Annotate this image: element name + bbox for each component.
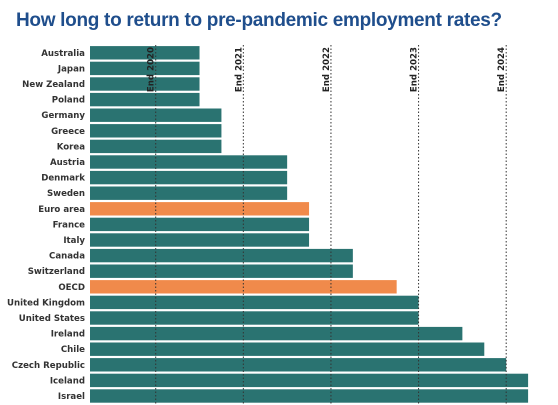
category-label-australia: Australia (41, 49, 85, 59)
bar-denmark (90, 170, 288, 185)
category-label-israel: Israel (58, 392, 85, 402)
bar-austria (90, 155, 288, 169)
bar-australia (90, 46, 200, 60)
marker-label-end-2021: End 2021 (234, 47, 244, 92)
category-label-japan: Japan (57, 64, 85, 74)
category-label-denmark: Denmark (41, 174, 85, 184)
category-label-switzerland: Switzerland (28, 267, 85, 277)
bar-japan (90, 61, 200, 76)
bar-switzerland (90, 264, 353, 278)
bar-euro-area (90, 202, 310, 216)
category-label-united-states: United States (19, 314, 85, 324)
marker-label-end-2020: End 2020 (147, 47, 157, 92)
bar-united-kingdom (90, 295, 419, 310)
bar-ireland (90, 326, 463, 341)
category-label-italy: Italy (63, 236, 85, 246)
bar-iceland (90, 373, 529, 388)
category-label-korea: Korea (57, 142, 85, 152)
bar-united-states (90, 311, 419, 325)
bar-sweden (90, 186, 288, 200)
bar-france (90, 217, 310, 232)
bar-new-zealand (90, 77, 200, 91)
category-label-oecd: OECD (58, 283, 85, 293)
chart-title: How long to return to pre-pandemic emplo… (16, 10, 502, 31)
bar-korea (90, 139, 222, 154)
category-label-germany: Germany (41, 111, 85, 121)
category-label-czech-republic: Czech Republic (12, 361, 85, 371)
bar-poland (90, 92, 200, 107)
marker-label-end-2022: End 2022 (322, 47, 332, 92)
bar-chile (90, 342, 485, 356)
category-label-new-zealand: New Zealand (22, 80, 85, 90)
category-label-poland: Poland (52, 96, 85, 106)
marker-label-end-2023: End 2023 (410, 47, 420, 92)
bar-greece (90, 124, 222, 138)
category-label-austria: Austria (50, 158, 85, 168)
category-label-united-kingdom: United Kingdom (7, 298, 85, 308)
category-label-greece: Greece (51, 127, 85, 137)
category-label-sweden: Sweden (47, 189, 85, 199)
category-label-iceland: Iceland (50, 376, 85, 386)
category-label-chile: Chile (61, 345, 85, 355)
category-label-euro-area: Euro area (38, 205, 85, 215)
category-label-france: France (53, 220, 86, 230)
bar-canada (90, 248, 353, 263)
marker-label-end-2024: End 2024 (497, 47, 507, 92)
bar-italy (90, 233, 310, 247)
category-label-ireland: Ireland (51, 330, 85, 340)
bar-czech-republic (90, 358, 507, 372)
category-label-canada: Canada (49, 252, 85, 262)
